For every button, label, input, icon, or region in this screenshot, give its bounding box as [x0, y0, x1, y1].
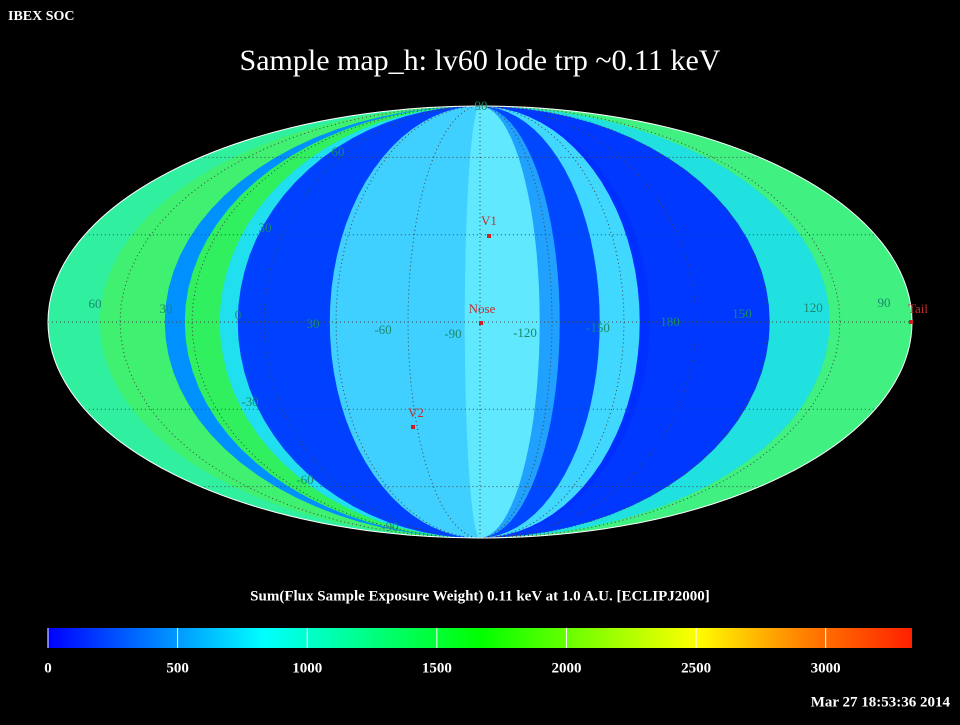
colorbar-tick-label: 2500	[681, 660, 711, 676]
latitude-label: 30	[259, 220, 272, 235]
longitude-label: 150	[732, 306, 752, 321]
header: IBEX SOC	[8, 9, 75, 24]
longitude-label: 60	[89, 296, 102, 311]
marker	[487, 234, 491, 238]
colorbar-tick-label: 500	[166, 660, 189, 676]
colorbar-tick-label: 2000	[551, 660, 581, 676]
latitude-label: 90	[475, 98, 488, 113]
longitude-label: -150	[586, 320, 610, 335]
longitude-label: 30	[307, 316, 320, 331]
marker-label: V2	[408, 405, 424, 420]
marker	[479, 321, 483, 325]
longitude-label: -120	[513, 325, 537, 340]
marker-label: Nose	[469, 301, 496, 316]
colorbar-tick-label: 0	[44, 660, 52, 676]
longitude-label: 180	[660, 314, 680, 329]
colorbar-tick-label: 1000	[292, 660, 322, 676]
colorbar-tick-label: 3000	[811, 660, 841, 676]
longitude-label: 90	[878, 295, 891, 310]
longitude-label: -60	[374, 322, 391, 337]
latitude-label: -90	[381, 519, 398, 534]
latitude-label: -30	[241, 394, 258, 409]
colorbar-tick-label: 1500	[422, 660, 452, 676]
longitude-label: -90	[444, 326, 461, 341]
latitude-label: -60	[296, 472, 313, 487]
longitude-label: 0	[235, 307, 242, 322]
marker-label: V1	[481, 213, 497, 228]
latitude-label: 60	[332, 144, 345, 159]
marker-label: Tail	[908, 301, 928, 316]
colorbar-label: Sum(Flux Sample Exposure Weight) 0.11 ke…	[250, 588, 710, 604]
sky-map: 90 60 30 -30 -60 -90 60 30 0 30 -60 -90 -120 -150 180 1…	[47, 98, 928, 539]
longitude-label: 30	[160, 301, 173, 316]
timestamp: Mar 27 18:53:36 2014	[811, 694, 951, 710]
title: Sample map_h: lv60 lode trp ~0.11 keV	[240, 44, 721, 77]
marker	[411, 425, 415, 429]
marker	[909, 320, 913, 324]
longitude-label: 120	[803, 300, 823, 315]
